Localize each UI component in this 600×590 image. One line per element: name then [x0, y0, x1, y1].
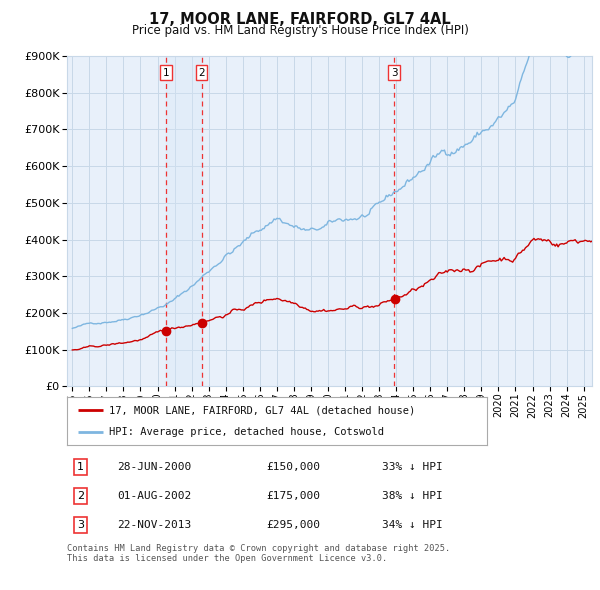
- Text: 1: 1: [163, 68, 169, 78]
- Text: 34% ↓ HPI: 34% ↓ HPI: [382, 520, 443, 530]
- Text: 17, MOOR LANE, FAIRFORD, GL7 4AL: 17, MOOR LANE, FAIRFORD, GL7 4AL: [149, 12, 451, 27]
- Text: Contains HM Land Registry data © Crown copyright and database right 2025.
This d: Contains HM Land Registry data © Crown c…: [67, 544, 451, 563]
- Text: 2: 2: [77, 491, 84, 501]
- Bar: [166, 56, 202, 386]
- Text: 22-NOV-2013: 22-NOV-2013: [117, 520, 191, 530]
- Text: 3: 3: [391, 68, 398, 78]
- Text: £175,000: £175,000: [266, 491, 320, 501]
- Text: HPI: Average price, detached house, Cotswold: HPI: Average price, detached house, Cots…: [109, 427, 384, 437]
- Text: £295,000: £295,000: [266, 520, 320, 530]
- Text: 3: 3: [77, 520, 84, 530]
- Text: 2: 2: [198, 68, 205, 78]
- Text: £150,000: £150,000: [266, 462, 320, 471]
- Text: Price paid vs. HM Land Registry's House Price Index (HPI): Price paid vs. HM Land Registry's House …: [131, 24, 469, 37]
- Text: 01-AUG-2002: 01-AUG-2002: [117, 491, 191, 501]
- Text: 33% ↓ HPI: 33% ↓ HPI: [382, 462, 443, 471]
- Text: 1: 1: [77, 462, 84, 471]
- Text: 38% ↓ HPI: 38% ↓ HPI: [382, 491, 443, 501]
- Text: 17, MOOR LANE, FAIRFORD, GL7 4AL (detached house): 17, MOOR LANE, FAIRFORD, GL7 4AL (detach…: [109, 405, 415, 415]
- Text: 28-JUN-2000: 28-JUN-2000: [117, 462, 191, 471]
